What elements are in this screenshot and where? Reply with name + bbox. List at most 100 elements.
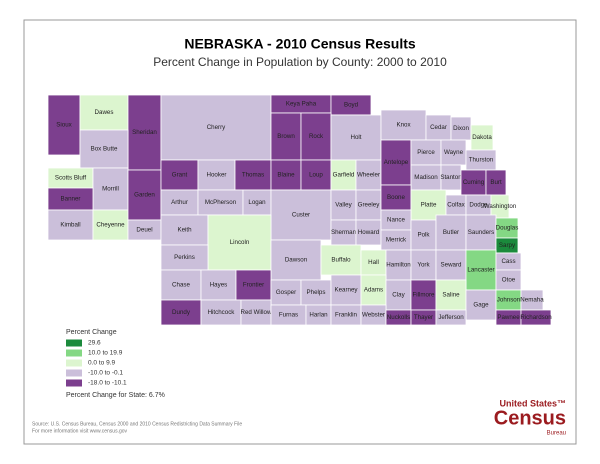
county: [465, 214, 497, 251]
county-label: Sheridan: [132, 129, 157, 136]
county-label: Adams: [364, 287, 383, 294]
county-label: Howard: [358, 229, 380, 236]
county-label: Sioux: [56, 122, 72, 129]
county-label: Sherman: [331, 229, 357, 236]
county-label: Buffalo: [331, 257, 351, 264]
county-label: Douglas: [496, 225, 519, 232]
logo-main: Census: [494, 407, 566, 429]
county: [300, 159, 332, 191]
county-label: Dundy: [172, 309, 191, 316]
county: [435, 309, 467, 326]
county-label: Logan: [248, 199, 266, 206]
subtitle: Percent Change in Population by County: …: [153, 55, 447, 69]
county: [160, 269, 202, 301]
legend-label: -10.0 to -0.1: [88, 370, 123, 377]
county: [330, 159, 357, 191]
county-label: Platte: [421, 202, 437, 209]
county: [47, 209, 94, 241]
county: [200, 299, 242, 326]
county-label: York: [417, 262, 430, 269]
county: [127, 94, 162, 171]
legend-title: Percent Change: [66, 329, 117, 336]
county-label: Dakota: [472, 134, 492, 141]
county-label: Dawes: [95, 109, 114, 116]
county: [465, 289, 497, 321]
county-label: McPherson: [205, 199, 237, 206]
legend-swatch: [66, 379, 82, 387]
legend-swatch: [66, 339, 82, 347]
county: [520, 309, 552, 326]
county-label: Seward: [441, 262, 463, 269]
county: [435, 214, 467, 251]
county: [385, 249, 412, 281]
legend-label: 29.6: [88, 340, 101, 347]
county-label: Jefferson: [438, 314, 464, 321]
county: [160, 299, 202, 326]
county-label: Madison: [414, 174, 438, 181]
county-label: Valley: [335, 202, 352, 209]
county: [270, 279, 302, 306]
county-label: Grant: [172, 172, 188, 179]
county-label: Merrick: [386, 237, 407, 244]
county: [197, 189, 244, 216]
county-label: Holt: [350, 134, 361, 141]
county: [380, 109, 427, 141]
county-label: Polk: [417, 232, 430, 239]
county-label: Johnson: [497, 297, 521, 304]
legend: Percent Change 29.6 10.0 to 19.9 0.0 to 9.…: [66, 329, 127, 387]
county-label: Knox: [396, 122, 411, 129]
county: [435, 249, 467, 281]
county-label: Red Willow: [241, 309, 272, 316]
county: [355, 159, 382, 191]
county-label: Keith: [177, 227, 192, 234]
county: [79, 129, 129, 169]
county: [330, 114, 382, 161]
county: [127, 169, 162, 221]
county: [160, 94, 272, 161]
county-label: Saunders: [468, 229, 495, 236]
county-label: Hitchcock: [208, 309, 236, 316]
county: [207, 214, 272, 271]
county-label: Pawnee: [497, 314, 520, 321]
county-label: Wheeler: [357, 172, 380, 179]
county-label: Hooker: [207, 172, 227, 179]
county-label: Hall: [368, 259, 379, 266]
county-label: Boyd: [344, 102, 359, 109]
county-label: Harlan: [309, 312, 328, 319]
legend-label: 10.0 to 19.9: [88, 350, 123, 357]
county-label: Cherry: [207, 124, 226, 131]
info: For more information visit www.census.go…: [32, 428, 128, 434]
county-label: Thomas: [242, 172, 264, 179]
county-label: Garden: [134, 192, 155, 199]
county-label: Morrill: [102, 186, 119, 193]
county-label: Banner: [61, 196, 81, 203]
county-label: Greeley: [358, 202, 381, 209]
county: [160, 159, 199, 191]
county-label: Phelps: [307, 289, 326, 296]
logo-bottom: Bureau: [547, 431, 566, 437]
county: [92, 167, 129, 211]
legend-swatch: [66, 359, 82, 367]
county-label: Gage: [473, 302, 489, 309]
county-label: Stanton: [440, 174, 462, 181]
county-label: Nuckolls: [387, 314, 410, 321]
county-label: Dixon: [453, 125, 469, 132]
county-label: Gosper: [276, 289, 296, 296]
county: [92, 209, 129, 241]
county-label: Cheyenne: [96, 222, 125, 229]
county-label: Pierce: [417, 149, 435, 156]
county-label: Keya Paha: [286, 101, 317, 108]
county: [240, 299, 272, 326]
county: [197, 159, 236, 191]
county-label: Arthur: [171, 199, 188, 206]
county-label: Burt: [490, 179, 502, 186]
county-label: Frontier: [243, 282, 264, 289]
county: [270, 189, 332, 241]
county-label: Kimball: [60, 222, 80, 229]
county-label: Lincoln: [230, 239, 250, 246]
title: NEBRASKA - 2010 Census Results: [184, 36, 416, 52]
county-label: Richardson: [520, 314, 552, 321]
county-label: Brown: [277, 133, 295, 140]
legend-swatch: [66, 369, 82, 377]
